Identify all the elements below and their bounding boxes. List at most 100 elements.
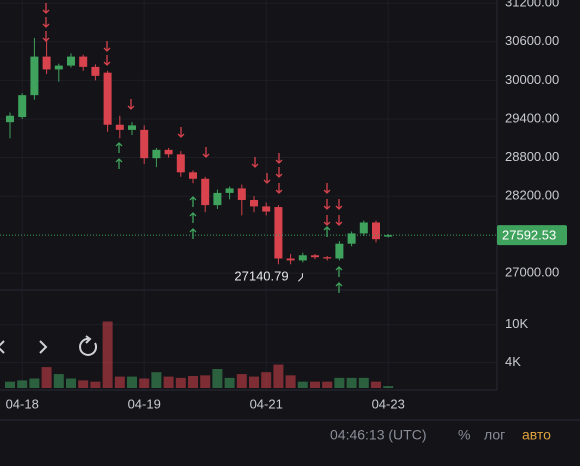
signal-arrow — [42, 17, 50, 28]
x-tick-label: 04-18 — [6, 396, 39, 411]
signal-arrow — [42, 3, 50, 14]
signal-arrow — [335, 215, 343, 226]
volume-bar — [261, 372, 272, 388]
volume-bar — [310, 381, 320, 388]
low-label: 27140.79 — [234, 269, 288, 284]
volume-bar — [163, 376, 174, 388]
volume-bar — [346, 377, 357, 388]
volume-bar — [41, 367, 52, 388]
candle-body — [298, 255, 307, 261]
y-tick-label: 10K — [505, 316, 528, 331]
candle-body — [237, 188, 246, 200]
signal-arrow — [335, 266, 343, 277]
x-tick-label: 04-23 — [372, 396, 405, 411]
signal-arrow — [127, 99, 135, 110]
signal-arrow — [275, 183, 283, 194]
candle-body — [42, 56, 51, 70]
percent-toggle[interactable]: % — [458, 427, 470, 443]
y-tick-label: 4K — [505, 354, 521, 369]
volume-bar — [285, 375, 296, 388]
signal-arrow — [115, 158, 123, 169]
auto-toggle[interactable]: авто — [522, 427, 551, 443]
candle-body — [18, 95, 27, 118]
x-tick-label: 04-21 — [250, 396, 283, 411]
volume-bar — [322, 381, 333, 388]
candle-body — [128, 125, 136, 130]
signal-arrow — [115, 142, 123, 153]
candle-body — [189, 172, 197, 179]
volume-bar — [78, 380, 89, 388]
volume-bar — [224, 377, 235, 388]
candle-body — [164, 149, 173, 155]
signal-arrow — [103, 55, 111, 66]
signal-arrow — [103, 41, 111, 52]
y-tick-label: 31200.00 — [505, 0, 559, 10]
signal-arrow — [323, 183, 331, 194]
volume-bar — [188, 375, 198, 388]
signal-arrow — [323, 199, 331, 210]
volume-bar — [334, 377, 345, 388]
candle-body — [262, 206, 271, 212]
y-tick-label: 27000.00 — [505, 265, 559, 280]
signal-arrow — [42, 31, 50, 42]
candle-body — [91, 66, 100, 76]
volume-bar — [5, 381, 15, 388]
volume-bar — [90, 381, 101, 388]
volume-bar — [151, 372, 162, 388]
candle-body — [67, 56, 75, 66]
volume-bar — [29, 378, 40, 388]
volume-bar — [102, 321, 113, 388]
volume-bar — [175, 377, 186, 388]
volume-bar — [66, 378, 76, 388]
candle-body — [335, 243, 344, 259]
y-tick-label: 30000.00 — [505, 72, 559, 87]
y-tick-label: 28200.00 — [505, 188, 559, 203]
candle-body — [176, 154, 185, 173]
volume-bar — [249, 376, 259, 388]
last-price-box — [497, 225, 567, 246]
candle-body — [384, 235, 393, 237]
scroll-left-icon[interactable] — [0, 340, 5, 354]
signal-arrow — [202, 147, 210, 158]
signal-arrow — [335, 199, 343, 210]
log-toggle[interactable]: лог — [484, 427, 505, 443]
low-marker — [298, 273, 303, 282]
candle-body — [274, 207, 283, 259]
volume-bar — [212, 369, 223, 388]
candle-body — [225, 188, 234, 193]
candle-body — [30, 56, 39, 96]
volume-bar — [273, 364, 284, 388]
candle-body — [347, 233, 356, 244]
reset-icon[interactable] — [79, 335, 98, 356]
candle-body — [115, 124, 124, 130]
signal-arrow — [323, 215, 331, 226]
candle-body — [140, 129, 149, 159]
y-tick-label: 28800.00 — [505, 149, 559, 164]
signal-arrow — [189, 212, 197, 223]
volume-bar — [383, 386, 394, 388]
candle-body — [201, 178, 210, 206]
volume-bar — [358, 377, 369, 388]
candle-body — [103, 72, 112, 125]
volume-bar — [17, 380, 28, 388]
signal-arrow — [263, 173, 271, 184]
volume-bar — [297, 381, 308, 388]
volume-bar — [200, 375, 211, 388]
signal-arrow — [189, 196, 197, 207]
y-tick-label: 30600.00 — [505, 33, 559, 48]
scroll-right-icon[interactable] — [39, 340, 48, 354]
volume-bar — [236, 374, 247, 388]
candle-body — [250, 199, 258, 207]
candle-body — [286, 258, 295, 261]
candle-body — [213, 192, 222, 206]
signal-arrow — [177, 127, 185, 138]
candle-body — [311, 255, 319, 258]
candle-body — [372, 222, 380, 240]
signal-arrow — [275, 167, 283, 178]
volume-bar — [371, 381, 381, 388]
signal-arrow — [275, 153, 283, 164]
candle-body — [6, 115, 14, 123]
last-price-label: 27592.53 — [502, 228, 556, 243]
